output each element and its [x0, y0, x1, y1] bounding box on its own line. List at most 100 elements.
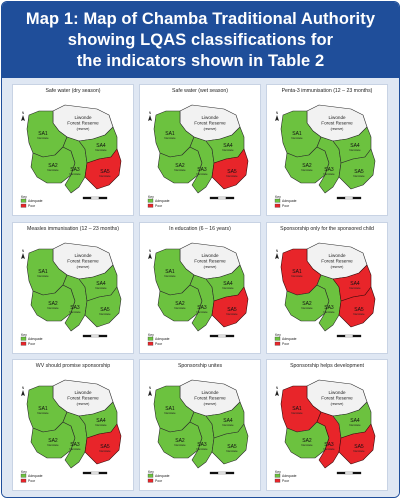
north-arrow-icon: N [275, 111, 279, 121]
panel-title: Sponsorship only for the sponsored child [280, 226, 374, 232]
area-label: SA4 [223, 281, 233, 287]
area-label: SA2 [302, 438, 312, 444]
area-label: SA1 [292, 269, 302, 275]
area-sublabel: Namitete [95, 286, 107, 290]
area-label: SA5 [100, 444, 110, 450]
area-label: SA3 [197, 442, 207, 448]
area-label: SA1 [165, 406, 175, 412]
north-arrow-icon: N [148, 111, 152, 121]
area-sublabel: Namitete [69, 310, 81, 314]
reserve-label: Liwonde [201, 390, 219, 395]
area-sublabel: Namitete [301, 306, 313, 310]
supervision-area-sa5 [338, 148, 376, 190]
area-label: SA4 [96, 281, 106, 287]
area-label: SA1 [38, 406, 48, 412]
area-sublabel: Namitete [323, 172, 335, 176]
reserve-label: Forest Reserve [67, 121, 99, 126]
area-sublabel: Namitete [69, 172, 81, 176]
area-sublabel: Namitete [196, 172, 208, 176]
supervision-area-sa5 [84, 423, 122, 465]
svg-text:Adequate: Adequate [28, 474, 43, 478]
reserve-label: (reserve) [77, 402, 90, 406]
area-sublabel: Namitete [349, 286, 361, 290]
supervision-area-sa5 [84, 286, 122, 328]
reserve-label: (reserve) [204, 265, 217, 269]
svg-text:Key: Key [21, 333, 27, 337]
area-label: SA5 [227, 307, 237, 313]
map-panel: Liwonde Forest Reserve (reserve) SA1 Namitet… [139, 222, 261, 354]
area-sublabel: Namitete [226, 312, 238, 316]
reserve-label: (reserve) [77, 127, 90, 131]
svg-text:Adequate: Adequate [282, 337, 297, 341]
area-sublabel: Namitete [95, 423, 107, 427]
area-label: SA3 [197, 305, 207, 311]
area-label: SA2 [48, 163, 58, 169]
area-label: SA1 [165, 269, 175, 275]
area-label: SA4 [223, 143, 233, 149]
scale-bar [336, 471, 362, 475]
area-sublabel: Namitete [196, 447, 208, 451]
area-sublabel: Namitete [47, 443, 59, 447]
header-line-1: Map 1: Map of Chamba Traditional Authori… [25, 9, 376, 28]
panel-title: WV should promise sponsorship [35, 363, 111, 369]
supervision-area-sa5 [211, 423, 249, 465]
area-label: SA5 [100, 169, 110, 175]
area-label: SA1 [292, 406, 302, 412]
reserve-label: Liwonde [328, 115, 346, 120]
map-panel: Liwonde Forest Reserve (reserve) SA1 Namitet… [266, 222, 388, 354]
area-sublabel: Namitete [174, 443, 186, 447]
area-label: SA5 [227, 444, 237, 450]
north-arrow-icon: N [21, 111, 25, 121]
area-label: SA3 [70, 167, 80, 173]
svg-text:N: N [22, 249, 25, 253]
svg-text:Adequate: Adequate [282, 474, 297, 478]
north-arrow-icon: N [148, 249, 152, 259]
area-sublabel: Namitete [291, 274, 303, 278]
map-panel: Liwonde Forest Reserve (reserve) SA1 Namitet… [139, 359, 261, 491]
north-arrow-icon: N [148, 386, 152, 396]
area-sublabel: Namitete [174, 168, 186, 172]
svg-text:N: N [22, 111, 25, 115]
area-sublabel: Namitete [349, 148, 361, 152]
panel-title: Sponsorship unites [177, 363, 223, 369]
supervision-area-sa5 [338, 286, 376, 328]
area-sublabel: Namitete [353, 174, 365, 178]
svg-text:Key: Key [275, 470, 281, 474]
area-label: SA3 [197, 167, 207, 173]
area-sublabel: Namitete [37, 411, 49, 415]
svg-text:Adequate: Adequate [155, 199, 170, 203]
reserve-label: (reserve) [204, 127, 217, 131]
area-sublabel: Namitete [349, 423, 361, 427]
svg-text:Key: Key [21, 470, 27, 474]
reserve-label: Liwonde [74, 115, 92, 120]
area-sublabel: Namitete [301, 168, 313, 172]
area-sublabel: Namitete [353, 312, 365, 316]
scale-bar [336, 334, 362, 338]
area-sublabel: Namitete [37, 136, 49, 140]
area-label: SA3 [324, 305, 334, 311]
svg-text:Key: Key [21, 195, 27, 199]
area-label: SA5 [354, 444, 364, 450]
svg-text:Poor: Poor [282, 204, 290, 208]
area-sublabel: Namitete [222, 286, 234, 290]
area-label: SA4 [96, 418, 106, 424]
area-sublabel: Namitete [222, 423, 234, 427]
area-sublabel: Namitete [226, 449, 238, 453]
svg-text:Poor: Poor [28, 479, 36, 483]
svg-text:Adequate: Adequate [282, 199, 297, 203]
north-arrow-icon: N [275, 249, 279, 259]
north-arrow-icon: N [21, 386, 25, 396]
map-panel-grid: Liwonde Forest Reserve (reserve) SA1 Namitet… [2, 78, 399, 497]
reserve-label: Liwonde [328, 253, 346, 258]
reserve-label: (reserve) [331, 402, 344, 406]
svg-text:N: N [22, 386, 25, 390]
